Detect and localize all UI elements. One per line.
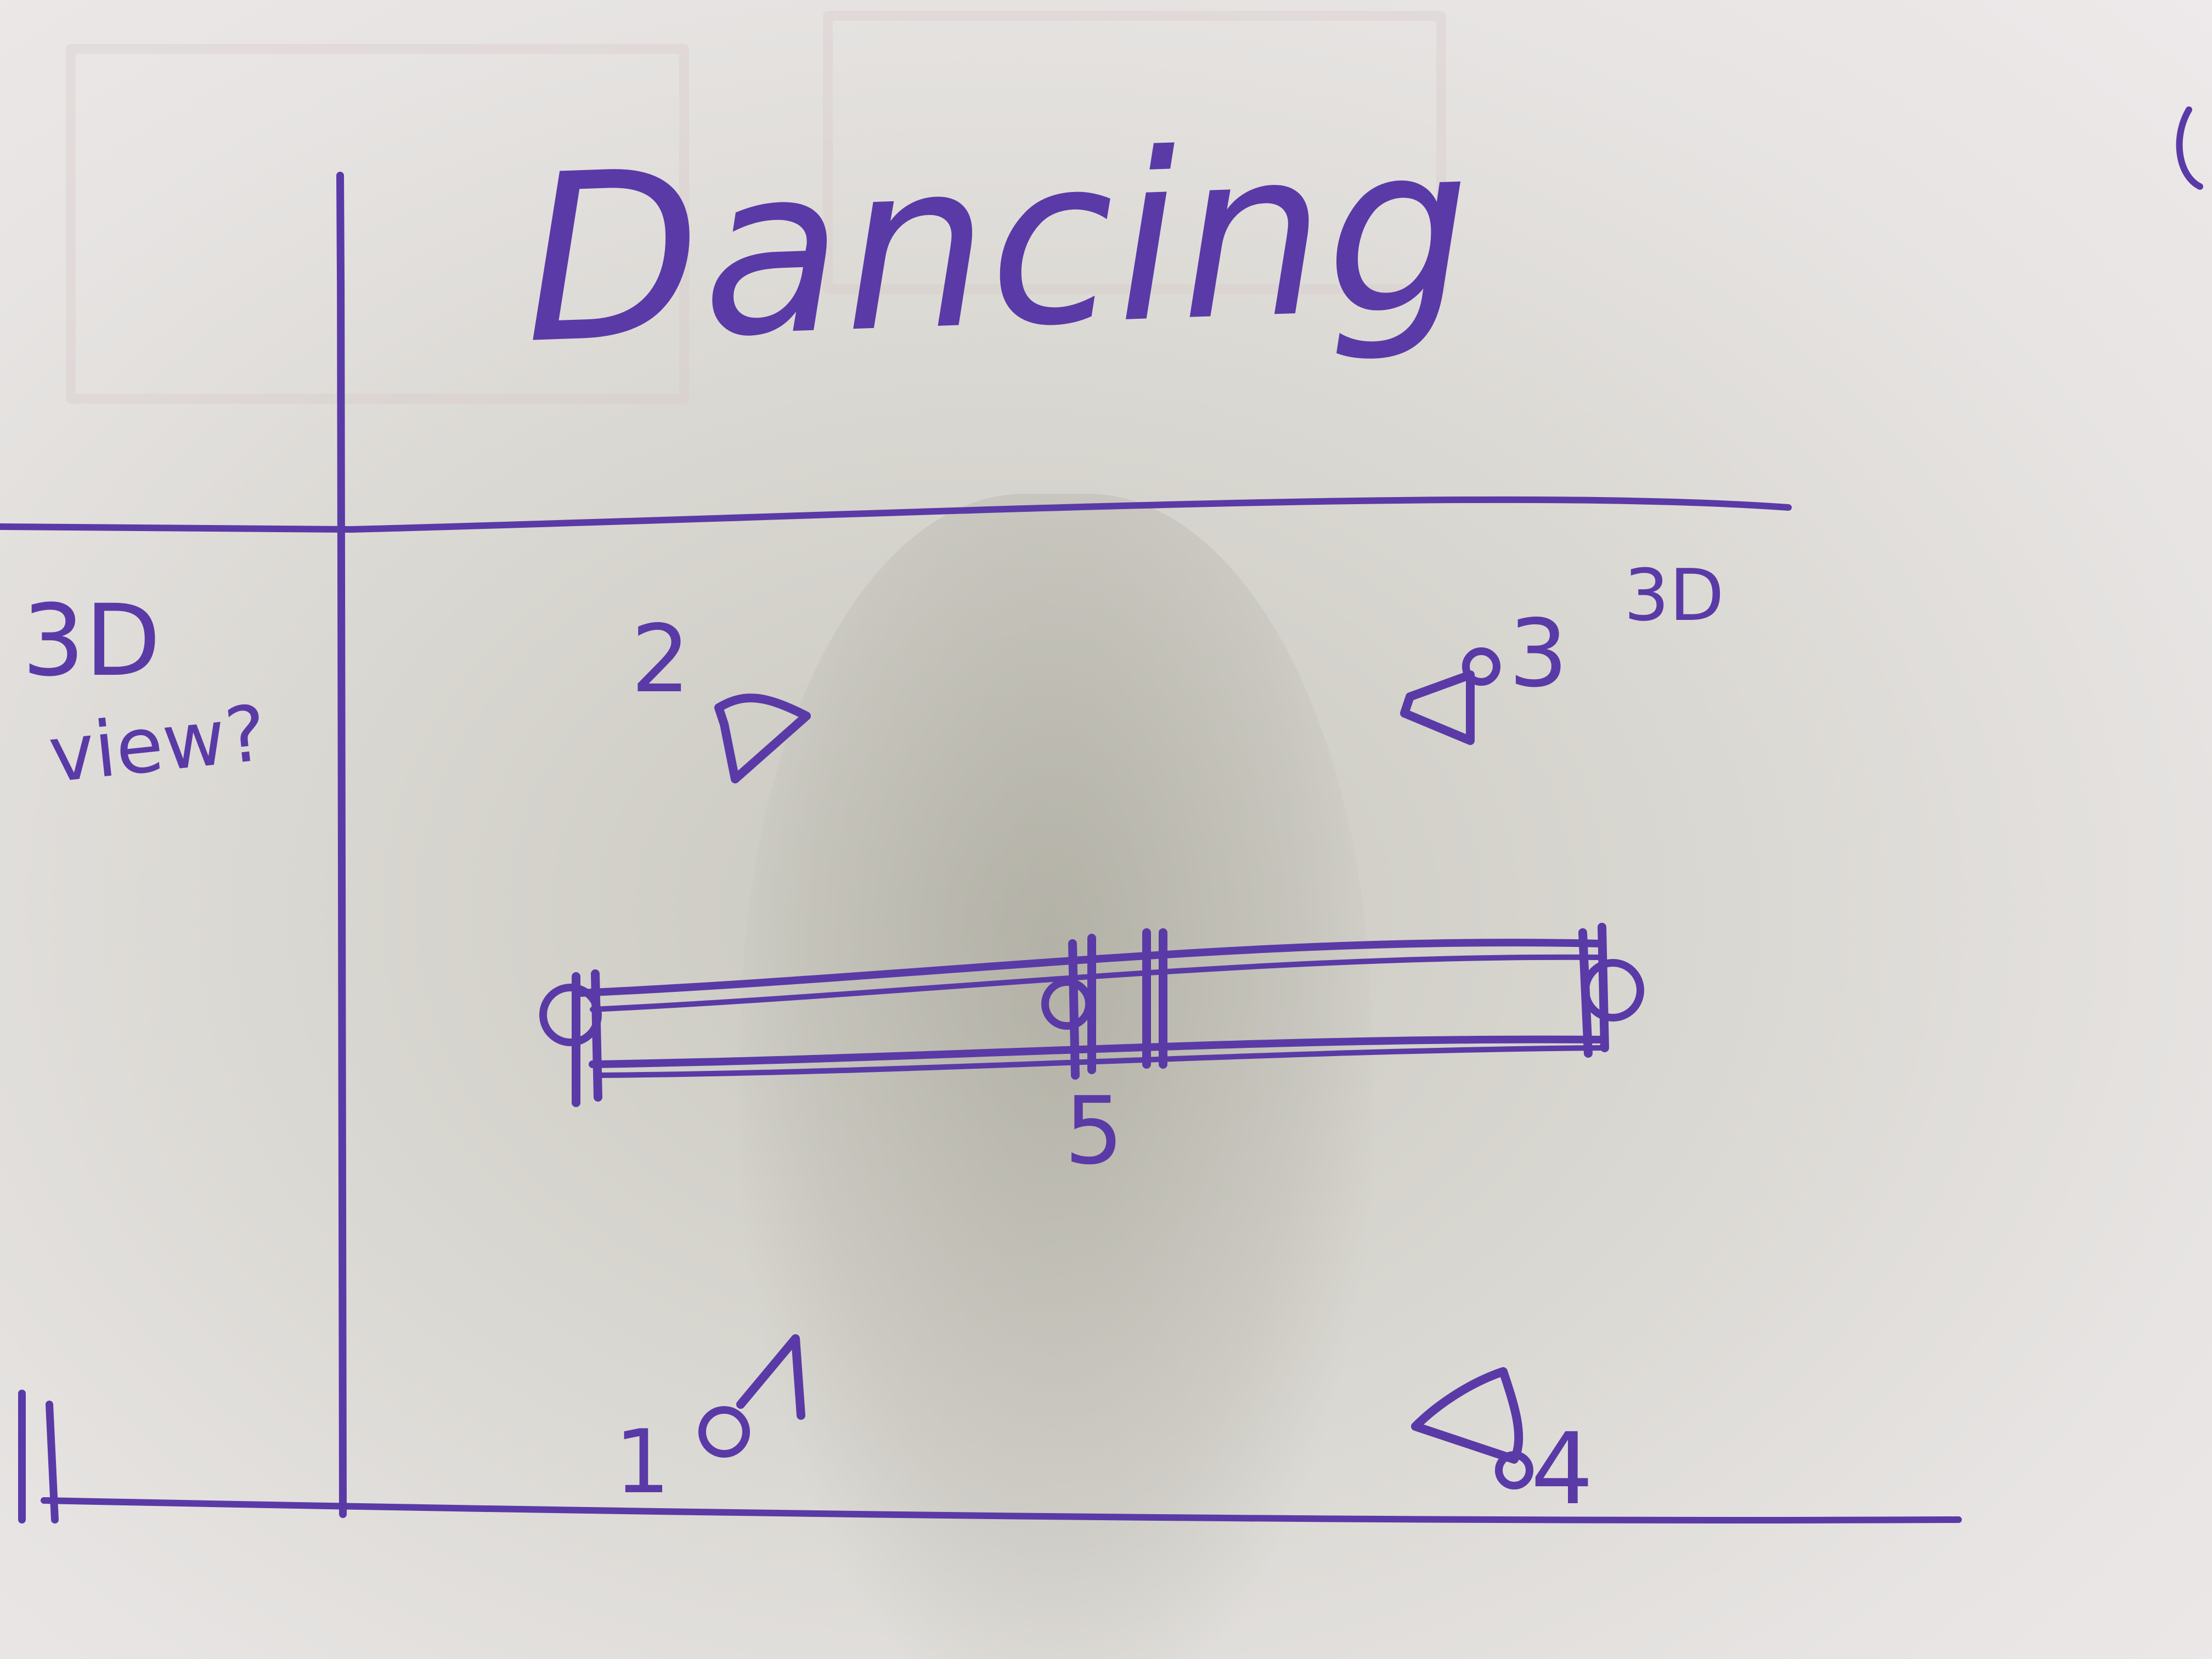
camera-3-label: 3 — [1509, 600, 1568, 708]
edge-mark — [2180, 110, 2200, 187]
left-end-circle — [543, 988, 598, 1042]
camera-3-tag: 3D — [1624, 554, 1724, 637]
middle-circle — [1045, 982, 1089, 1026]
camera-2-icon — [719, 698, 806, 779]
camera-1-lens — [702, 1410, 746, 1454]
center-mark-label: 5 — [1064, 1077, 1124, 1186]
bottom-line — [44, 1500, 1959, 1520]
horizontal-divider-line — [0, 500, 1788, 529]
right-end-circle — [1585, 963, 1640, 1018]
camera-3-icon — [1404, 675, 1470, 741]
camera-4-label: 4 — [1531, 1412, 1594, 1527]
vertical-divider-line — [340, 176, 343, 1514]
camera-3-lens — [1466, 651, 1497, 682]
left-note-line1: 3D — [22, 584, 161, 698]
camera-4-icon — [1415, 1372, 1519, 1459]
title-text: Dancing — [519, 94, 1475, 395]
camera-2-label: 2 — [631, 605, 690, 714]
left-note-line2: view? — [45, 689, 271, 800]
camera-1-icon — [741, 1339, 801, 1415]
camera-1-label: 1 — [614, 1410, 670, 1513]
